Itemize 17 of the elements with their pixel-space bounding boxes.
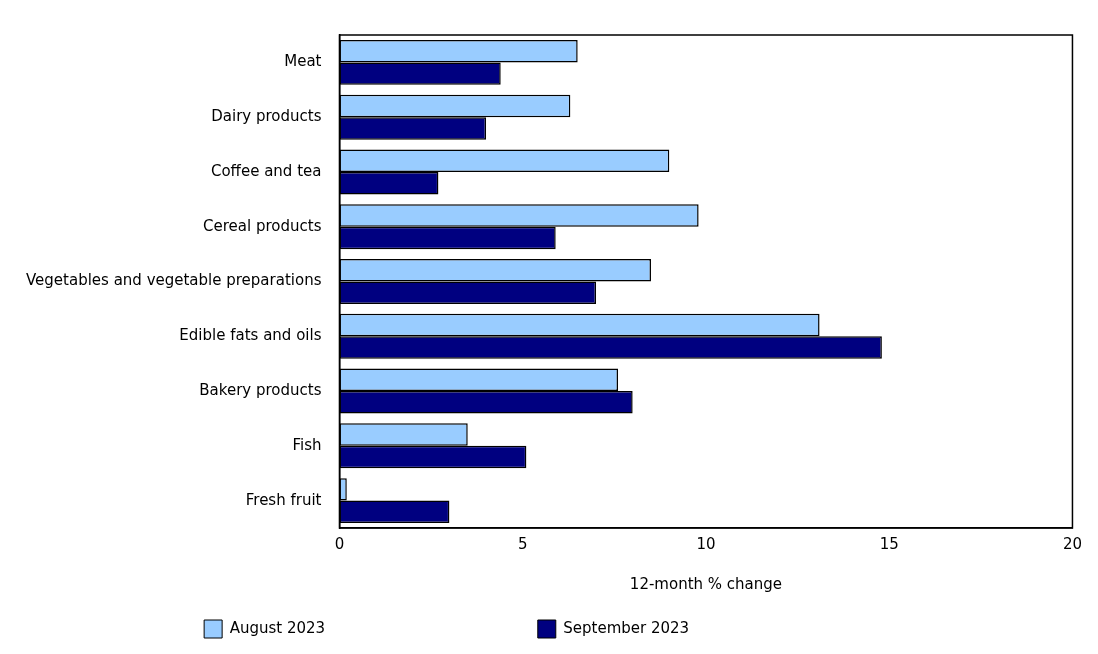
y-tick-label: Cereal products [203, 216, 322, 235]
x-tick-label: 20 [1062, 534, 1082, 553]
x-tick-label: 5 [517, 534, 528, 553]
y-tick-label: Coffee and tea [210, 161, 322, 180]
x-axis-title: 12-month % change [629, 574, 783, 593]
y-tick-label: Bakery products [199, 380, 322, 399]
y-tick-label: Vegetables and vegetable preparations [25, 271, 322, 290]
x-tick-label: 10 [696, 534, 716, 553]
x-tick-label: 0 [334, 534, 345, 553]
y-tick-label: Fresh fruit [245, 490, 322, 509]
y-tick-label: Fish [292, 435, 322, 454]
y-tick-label: Dairy products [211, 107, 322, 126]
y-tick-label: Edible fats and oils [179, 326, 322, 345]
y-tick-label: Meat [284, 52, 322, 71]
legend-label: September 2023 [563, 618, 880, 637]
legend-label: August 2023 [229, 618, 516, 637]
x-tick-label: 15 [879, 534, 899, 553]
